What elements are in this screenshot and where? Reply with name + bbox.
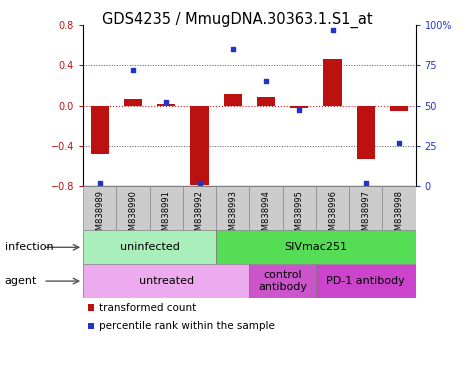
Point <box>395 140 403 146</box>
Text: GSM838996: GSM838996 <box>328 190 337 241</box>
Point <box>129 67 137 73</box>
Bar <box>150 186 183 230</box>
Bar <box>349 186 382 230</box>
Text: PD-1 antibody: PD-1 antibody <box>326 276 405 286</box>
Bar <box>290 106 308 108</box>
Bar <box>382 186 416 230</box>
Bar <box>216 230 416 264</box>
Bar <box>316 186 349 230</box>
Point <box>162 99 170 106</box>
Text: untreated: untreated <box>139 276 194 286</box>
Point <box>329 27 336 33</box>
Bar <box>91 106 109 154</box>
Text: transformed count: transformed count <box>99 303 196 313</box>
Text: SIVmac251: SIVmac251 <box>285 242 347 252</box>
Point <box>262 78 270 84</box>
Point <box>295 108 303 114</box>
Point <box>196 180 203 186</box>
Text: control
antibody: control antibody <box>258 270 307 292</box>
Bar <box>224 94 242 106</box>
Bar <box>257 96 275 106</box>
Bar <box>249 264 316 298</box>
Bar <box>357 106 375 159</box>
Bar <box>283 186 316 230</box>
Bar <box>323 59 342 106</box>
Text: GSM838998: GSM838998 <box>395 190 403 241</box>
Text: GSM838992: GSM838992 <box>195 190 204 241</box>
Bar <box>83 230 216 264</box>
Bar <box>83 186 116 230</box>
Bar <box>183 186 216 230</box>
Bar <box>316 264 416 298</box>
Text: percentile rank within the sample: percentile rank within the sample <box>99 321 275 331</box>
Bar <box>124 99 142 106</box>
Point <box>96 180 104 186</box>
Bar <box>249 186 283 230</box>
Text: uninfected: uninfected <box>120 242 180 252</box>
Bar <box>216 186 249 230</box>
Text: infection: infection <box>5 242 53 252</box>
Text: GDS4235 / MmugDNA.30363.1.S1_at: GDS4235 / MmugDNA.30363.1.S1_at <box>102 12 373 28</box>
Text: GSM838989: GSM838989 <box>95 190 104 241</box>
Text: GSM838994: GSM838994 <box>262 190 270 241</box>
Point <box>362 180 370 186</box>
Text: GSM838990: GSM838990 <box>129 190 137 241</box>
Bar <box>83 264 249 298</box>
Text: agent: agent <box>5 276 37 286</box>
Bar <box>390 106 408 111</box>
Point <box>229 46 237 52</box>
Bar <box>116 186 150 230</box>
Text: GSM838997: GSM838997 <box>361 190 370 241</box>
Text: GSM838993: GSM838993 <box>228 190 237 241</box>
Text: GSM838991: GSM838991 <box>162 190 171 241</box>
Bar <box>157 104 175 106</box>
Bar <box>190 106 209 185</box>
Text: GSM838995: GSM838995 <box>295 190 304 241</box>
